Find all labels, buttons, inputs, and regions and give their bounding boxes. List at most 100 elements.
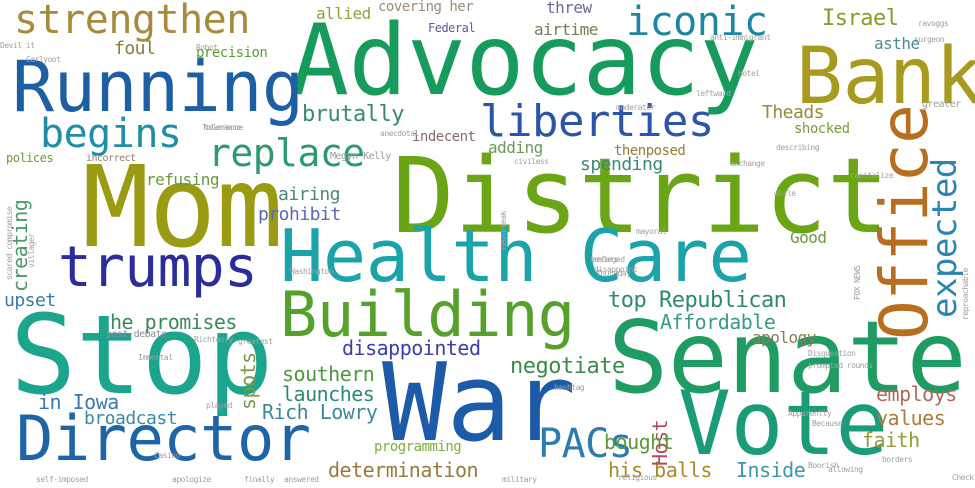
cloud-word: Boorish: [808, 461, 839, 470]
cloud-word: indecent: [412, 129, 476, 145]
cloud-word: Rich Lowry: [262, 400, 378, 424]
cloud-word: villager: [27, 233, 36, 268]
cloud-word: airing: [278, 184, 341, 205]
cloud-word: hashtag: [554, 383, 585, 392]
cloud-word: incorrect: [86, 153, 136, 164]
cloud-word: Senate: [608, 299, 967, 416]
cloud-word: top Republican: [608, 288, 787, 313]
cloud-word: Health Care: [280, 214, 752, 298]
cloud-word: Federal: [428, 21, 476, 35]
cloud-word: FOX NEWS: [853, 265, 862, 300]
cloud-word: Megyn Kelly: [330, 151, 391, 162]
cloud-word: Disquestion: [808, 349, 856, 358]
cloud-word: surgeon: [914, 35, 945, 44]
cloud-word: Washington: [290, 267, 334, 276]
cloud-word: PACs: [538, 421, 633, 467]
cloud-word: Affordable: [660, 310, 776, 334]
cloud-word: Good: [790, 228, 827, 247]
cloud-word: refers: [592, 255, 618, 264]
cloud-word: spending: [580, 154, 663, 175]
cloud-word: ravoggs: [918, 19, 949, 28]
cloud-word: launches: [282, 382, 375, 406]
cloud-word: greater: [922, 99, 961, 110]
cloud-word: replace: [208, 131, 365, 175]
cloud-word: he promises: [110, 310, 237, 334]
cloud-word: employs: [876, 382, 957, 406]
cloud-word: describing: [776, 143, 820, 152]
cloud-word: anti-immigrant: [710, 33, 771, 42]
cloud-word: disappointed: [342, 336, 481, 360]
cloud-word: Stop: [10, 291, 273, 419]
cloud-word: civiless: [514, 157, 549, 166]
cloud-word: disappoint: [594, 265, 638, 274]
cloud-word: Apparently: [788, 409, 832, 418]
cloud-word: Hotel: [738, 69, 760, 78]
cloud-word: Running: [12, 46, 304, 128]
cloud-word: anecdotal: [380, 129, 419, 138]
cloud-word: foul: [114, 38, 156, 59]
cloud-word: begins: [40, 111, 182, 157]
cloud-word: covering her: [378, 0, 474, 15]
cloud-word: polices: [6, 151, 54, 165]
cloud-word: expected: [925, 158, 965, 318]
cloud-word: broadcast: [84, 408, 178, 429]
cloud-word: asthe: [874, 34, 920, 53]
cloud-word: Advocacy: [290, 4, 759, 118]
cloud-word: reproachable: [961, 268, 970, 320]
cloud-word: capitalize: [850, 171, 894, 180]
cloud-word: military: [502, 475, 537, 484]
cloud-word: while: [774, 189, 796, 198]
cloud-word: Thursday: [596, 269, 631, 278]
cloud-word: negotiate: [510, 354, 625, 379]
cloud-word: Because: [812, 419, 843, 428]
cloud-word: adding: [488, 138, 543, 157]
cloud-word: in Iowa: [38, 390, 119, 414]
cloud-word: besieged: [590, 255, 625, 264]
cloud-word: scared compromise: [5, 206, 14, 280]
cloud-word: Israel: [822, 6, 899, 31]
cloud-word: tolerance: [204, 123, 243, 132]
cloud-word: values: [876, 406, 946, 430]
cloud-word: programming: [374, 439, 462, 455]
cloud-word: borders: [882, 455, 913, 464]
cloud-word: Richtaory: [194, 335, 233, 344]
cloud-word: threw: [546, 0, 592, 17]
cloud-word: prohibit: [258, 204, 341, 225]
cloud-word: mayoral: [636, 227, 667, 236]
cloud-word: allied: [316, 4, 371, 23]
cloud-word: refusing: [146, 170, 220, 189]
cloud-word: allowing: [828, 465, 863, 474]
cloud-word: iconic: [626, 0, 768, 45]
cloud-word: District: [392, 135, 889, 257]
cloud-word: played: [206, 401, 232, 410]
cloud-word: precision: [196, 45, 268, 61]
cloud-word: thenposed: [614, 143, 686, 159]
cloud-word: moderator: [616, 103, 655, 112]
cloud-word: Check: [952, 473, 974, 482]
cloud-word: apologize: [172, 475, 211, 484]
cloud-word: bought: [604, 430, 674, 454]
cloud-word: prompted rounds: [808, 361, 873, 370]
cloud-word: War: [382, 341, 576, 466]
cloud-word: post-debate: [106, 329, 167, 340]
cloud-word: trumps: [58, 235, 258, 300]
cloud-word: Mom: [82, 143, 283, 273]
cloud-word: leftward: [696, 89, 731, 98]
cloud-word: Immortal: [138, 353, 173, 362]
cloud-word: faith: [862, 428, 920, 452]
cloud-word: greatest: [238, 337, 273, 346]
cloud-word: exchange: [730, 159, 765, 168]
cloud-word: Tolerance: [202, 123, 241, 132]
cloud-word: spots: [236, 352, 260, 410]
cloud-word: determination: [328, 458, 479, 482]
cloud-word: Carlyoot: [26, 55, 61, 64]
cloud-word: Bank: [796, 32, 975, 122]
cloud-word: Inside: [736, 458, 806, 482]
cloud-word: Robot: [196, 43, 218, 52]
cloud-word: newsbreak: [499, 211, 508, 250]
cloud-word: upset: [4, 290, 56, 311]
cloud-word: Casino: [154, 451, 180, 460]
cloud-word: brutally: [302, 102, 404, 127]
cloud-word: apology: [752, 328, 816, 347]
